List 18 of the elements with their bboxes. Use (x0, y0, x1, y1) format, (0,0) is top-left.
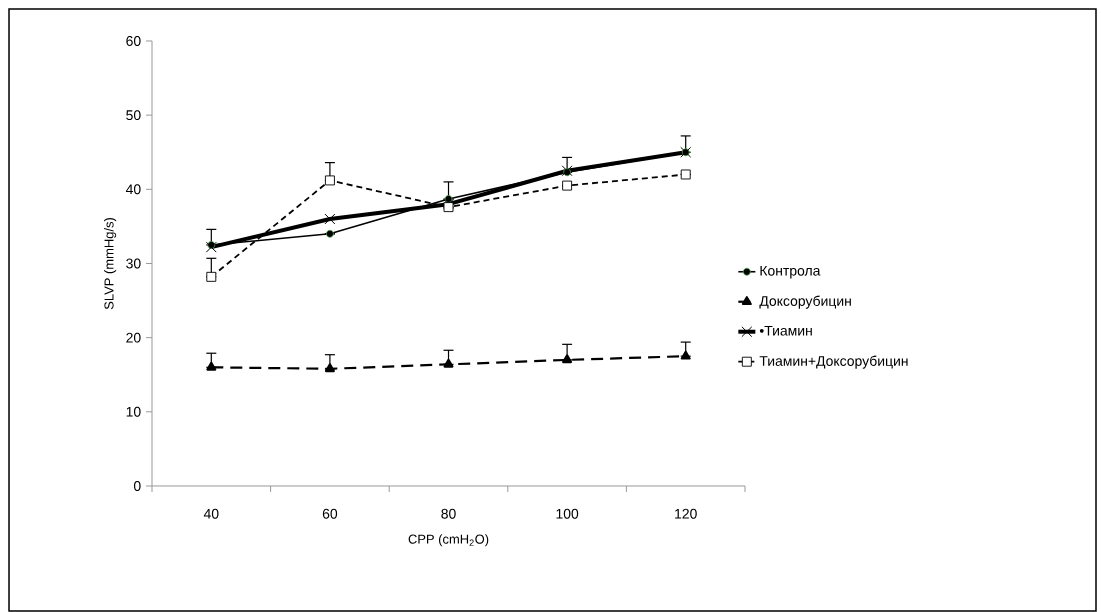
x-tick-label: 100 (556, 508, 579, 519)
x-tick-label: 80 (441, 508, 456, 519)
legend-label: •Тиамин (759, 325, 812, 336)
x-tick-label: 60 (322, 508, 338, 519)
x-tick-label: 120 (675, 508, 697, 519)
y-tick-label: 20 (126, 332, 141, 343)
y-tick-label: 40 (125, 184, 141, 195)
y-tick-label: 30 (126, 258, 141, 269)
y-axis-title: SLVP (mmHg/s) (104, 218, 117, 310)
y-tick-label: 10 (126, 406, 141, 417)
x-axis-title: CPP (cmH$_{2}$O) (408, 534, 489, 547)
y-tick-label: 60 (126, 36, 141, 46)
y-tick-label: 0 (133, 481, 141, 491)
legend-label: Тиамин+Доксорубицин (759, 355, 908, 369)
legend-label: Контрола (760, 265, 821, 279)
legend-label: Доксорубицин (759, 295, 851, 309)
y-tick-label: 50 (126, 110, 141, 121)
x-tick-label: 40 (203, 508, 219, 519)
